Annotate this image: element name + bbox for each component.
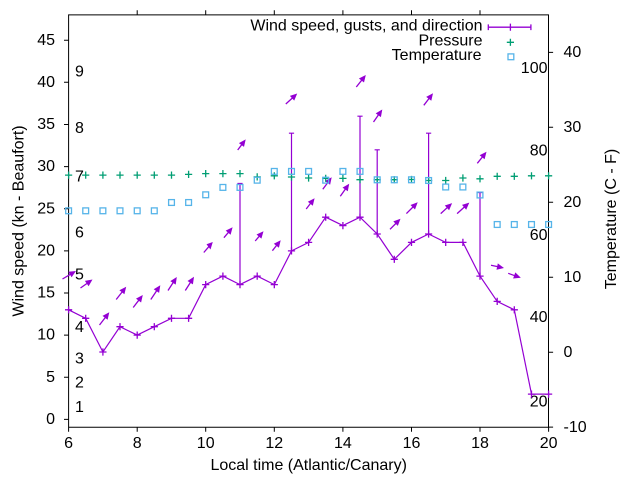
svg-text:80: 80: [530, 142, 548, 159]
svg-text:Wind speed, gusts, and directi: Wind speed, gusts, and direction: [250, 17, 482, 34]
svg-text:Pressure: Pressure: [418, 33, 482, 50]
svg-text:10: 10: [37, 327, 55, 344]
svg-text:15: 15: [37, 285, 55, 302]
svg-text:Local time (Atlantic/Canary): Local time (Atlantic/Canary): [210, 457, 407, 474]
svg-text:40: 40: [530, 309, 548, 326]
svg-text:0: 0: [564, 344, 573, 361]
svg-text:-10: -10: [564, 419, 587, 436]
svg-text:Temperature (C - F): Temperature (C - F): [603, 149, 620, 289]
svg-text:6: 6: [75, 225, 84, 242]
svg-text:3: 3: [75, 351, 84, 368]
svg-text:5: 5: [75, 267, 84, 284]
svg-text:Wind speed (kn - Beaufort): Wind speed (kn - Beaufort): [11, 125, 28, 316]
svg-text:6: 6: [64, 435, 73, 452]
svg-text:2: 2: [75, 375, 84, 392]
svg-text:1: 1: [75, 399, 84, 416]
svg-text:7: 7: [75, 168, 84, 185]
svg-text:20: 20: [540, 435, 558, 452]
svg-text:20: 20: [530, 393, 548, 410]
svg-text:40: 40: [37, 74, 55, 91]
svg-text:Temperature: Temperature: [392, 47, 482, 64]
svg-text:12: 12: [265, 435, 283, 452]
svg-text:5: 5: [46, 369, 55, 386]
svg-text:40: 40: [564, 44, 582, 61]
svg-text:10: 10: [197, 435, 215, 452]
svg-text:9: 9: [75, 64, 84, 81]
svg-text:20: 20: [37, 243, 55, 260]
svg-text:0: 0: [46, 411, 55, 428]
svg-text:25: 25: [37, 200, 55, 217]
svg-text:60: 60: [530, 227, 548, 244]
svg-text:45: 45: [37, 32, 55, 49]
svg-text:8: 8: [133, 435, 142, 452]
svg-text:16: 16: [403, 435, 421, 452]
svg-text:20: 20: [564, 194, 582, 211]
svg-text:4: 4: [75, 319, 84, 336]
svg-text:100: 100: [521, 60, 548, 77]
svg-text:35: 35: [37, 116, 55, 133]
svg-text:10: 10: [564, 269, 582, 286]
svg-text:14: 14: [334, 435, 352, 452]
svg-text:30: 30: [37, 158, 55, 175]
svg-text:30: 30: [564, 119, 582, 136]
svg-text:8: 8: [75, 120, 84, 137]
svg-text:18: 18: [471, 435, 489, 452]
